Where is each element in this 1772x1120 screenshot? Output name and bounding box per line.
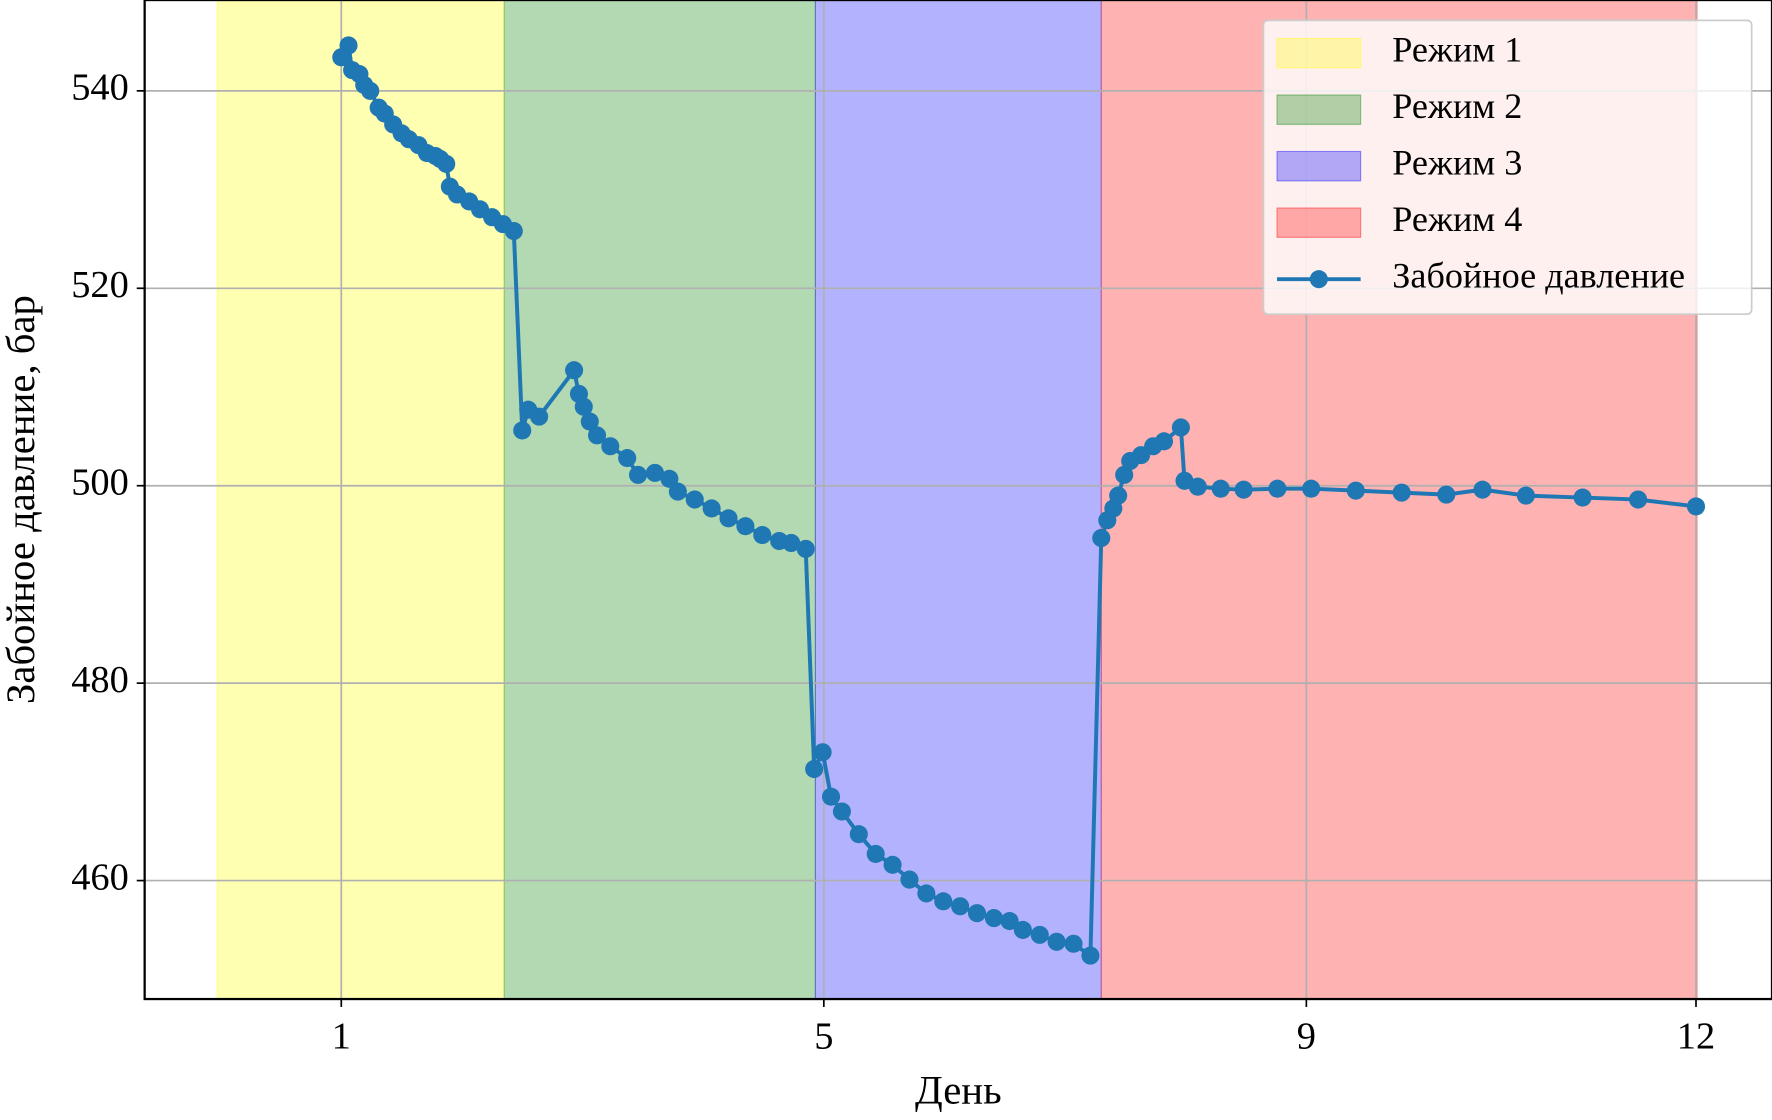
data-point (1000, 912, 1019, 931)
data-point (796, 539, 815, 558)
data-point (601, 437, 620, 456)
x-axis-label: День (915, 1067, 1002, 1112)
y-axis-label: Забойное давление, бар (0, 295, 43, 704)
data-point (1473, 480, 1492, 499)
data-point (437, 154, 456, 173)
region-span (216, 0, 505, 1000)
x-tick-label: 9 (1297, 1016, 1316, 1058)
plot-frame (143, 0, 1772, 1001)
data-point (645, 463, 664, 482)
region-span (503, 0, 816, 1000)
x-tick-label: 1 (332, 1016, 351, 1058)
data-point (1302, 479, 1321, 498)
data-point (849, 825, 868, 844)
data-point (1081, 946, 1100, 965)
data-point (813, 743, 832, 762)
data-point (1516, 486, 1535, 505)
legend-swatch (1276, 207, 1362, 238)
legend-box (1262, 19, 1753, 316)
legend-label: Режим 1 (1392, 29, 1522, 69)
data-point (580, 412, 599, 431)
data-point (1346, 481, 1365, 500)
x-tick-label: 12 (1677, 1016, 1715, 1058)
data-point (629, 465, 648, 484)
data-point (574, 397, 593, 416)
data-point (1047, 932, 1066, 951)
data-point (1092, 528, 1111, 548)
data-point (1234, 480, 1253, 499)
data-point (1437, 485, 1456, 504)
data-point (951, 897, 970, 916)
legend-label: Забойное давление (1392, 255, 1685, 295)
data-point (618, 449, 637, 468)
data-point (339, 36, 358, 55)
data-point (900, 870, 919, 889)
data-point (1154, 432, 1174, 451)
data-point (1171, 418, 1190, 437)
legend-swatch (1276, 37, 1362, 69)
data-point (1030, 925, 1049, 944)
data-point (685, 490, 704, 509)
data-point (587, 426, 607, 445)
data-point (967, 904, 987, 923)
x-tick-label: 5 (814, 1016, 833, 1058)
data-point (832, 802, 851, 821)
legend-swatch (1276, 150, 1362, 182)
y-tick-label: 520 (71, 264, 129, 306)
data-point (1064, 934, 1083, 953)
region-span (814, 0, 1102, 1000)
legend-label: Режим 4 (1392, 199, 1522, 239)
data-point (736, 517, 755, 536)
data-point (805, 759, 824, 779)
data-point (1188, 477, 1207, 496)
data-point (1109, 486, 1128, 505)
data-point (866, 844, 885, 863)
data-point (1013, 920, 1032, 939)
data-point (513, 421, 532, 440)
data-point (1115, 465, 1134, 484)
data-point (660, 469, 679, 488)
data-point (822, 787, 841, 806)
legend-label: Режим 2 (1392, 86, 1522, 126)
data-point (504, 221, 523, 241)
data-point (1392, 483, 1411, 502)
data-point (668, 482, 687, 501)
legend-marker (1309, 270, 1328, 289)
y-tick-label: 540 (71, 67, 129, 109)
y-tick-label: 460 (71, 856, 129, 898)
legend-swatch (1276, 94, 1362, 125)
data-point (984, 909, 1003, 928)
data-point (1268, 479, 1287, 498)
data-point (361, 81, 380, 100)
data-point (530, 407, 549, 426)
legend-label: Режим 3 (1392, 142, 1522, 182)
data-point (883, 855, 902, 874)
data-point (782, 533, 801, 553)
data-point (934, 892, 953, 911)
data-point (917, 884, 936, 903)
data-point (1573, 488, 1592, 507)
data-point (719, 509, 738, 528)
data-point (565, 361, 584, 380)
data-point (1211, 479, 1230, 498)
y-tick-label: 500 (71, 462, 129, 504)
data-point (1686, 497, 1706, 516)
data-point (1629, 490, 1648, 509)
data-point (753, 526, 772, 545)
y-tick-label: 480 (71, 659, 129, 701)
data-point (702, 499, 721, 518)
